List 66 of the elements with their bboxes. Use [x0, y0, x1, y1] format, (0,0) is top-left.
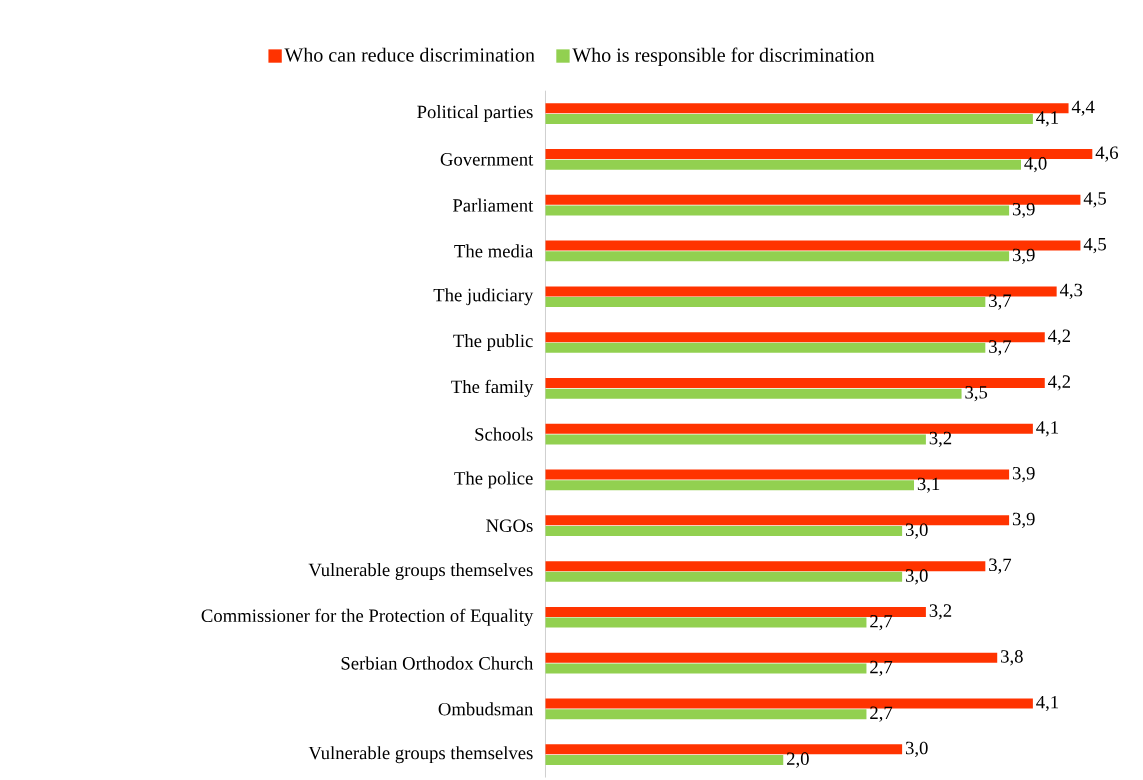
bar [545, 663, 867, 674]
y-tick-label: Political parties [417, 104, 533, 122]
data-label: 3,0 [905, 523, 928, 539]
data-label: 4,2 [1048, 329, 1071, 345]
data-label: 2,7 [870, 660, 893, 676]
data-label: 4,5 [1083, 192, 1106, 208]
bar [545, 606, 926, 617]
data-label: 2,7 [870, 614, 893, 631]
bar [545, 525, 903, 536]
data-label: 4,3 [1059, 283, 1083, 299]
data-label: 4,6 [1095, 146, 1119, 162]
y-tick-label: Vulnerable groups themselves [308, 746, 533, 764]
legend-label: Who can reduce discrimination [284, 47, 535, 62]
bar [545, 388, 962, 399]
data-label: 3,2 [929, 431, 952, 447]
y-tick-label: Vulnerable groups themselves [308, 562, 533, 580]
data-label: 3,7 [989, 294, 1012, 310]
bar [545, 709, 867, 720]
data-label: 3,0 [905, 569, 928, 585]
y-tick-label: NGOs [486, 519, 533, 532]
bar [545, 434, 926, 445]
y-tick-label: The police [454, 471, 533, 489]
bar [545, 480, 915, 491]
data-label: 3,7 [989, 340, 1012, 356]
legend-label: Who is responsible for discrimination [572, 47, 875, 66]
bar [545, 377, 1045, 388]
data-label: 4,1 [1036, 421, 1059, 437]
bar [545, 113, 1033, 124]
y-tick-label: Ombudsman [438, 702, 534, 716]
bar [545, 617, 867, 628]
bar [545, 205, 1010, 216]
data-label: 3,5 [965, 385, 988, 402]
y-tick-label: Serbian Orthodox Church [341, 656, 534, 670]
data-label: 3,9 [1012, 512, 1035, 528]
data-label: 2,0 [786, 752, 809, 768]
data-label: 3,9 [1012, 466, 1035, 483]
data-label: 3,2 [929, 604, 952, 620]
y-tick-label: The media [454, 244, 534, 258]
data-label: 3,1 [917, 477, 940, 493]
bar [545, 148, 1093, 159]
data-label: 4,0 [1024, 156, 1047, 173]
data-label: 4,1 [1036, 695, 1059, 712]
bar [545, 194, 1081, 205]
data-label: 3,7 [989, 558, 1012, 574]
data-label: 4,2 [1048, 375, 1071, 391]
bar [545, 251, 1010, 262]
y-tick-label: Commissioner for the Protection of Equality [201, 608, 534, 626]
data-label: 3,0 [905, 741, 928, 757]
data-label: 3,8 [1001, 649, 1023, 666]
y-tick-label: The public [453, 333, 533, 351]
data-label: 4,4 [1071, 100, 1095, 116]
bar [545, 571, 903, 582]
bar [545, 296, 986, 307]
bar [545, 159, 1021, 170]
y-tick-label: Parliament [452, 198, 534, 212]
bar [545, 754, 784, 765]
y-tick-label: The family [451, 379, 534, 397]
data-label: 4,1 [1036, 111, 1059, 127]
data-label: 4,5 [1083, 237, 1106, 254]
data-label: 2,7 [870, 706, 893, 722]
y-tick-label: Government [440, 152, 534, 166]
y-tick-label: Schools [475, 427, 533, 441]
data-label: 3,9 [1012, 248, 1035, 264]
data-label: 3,9 [1012, 202, 1035, 218]
bar [545, 342, 986, 353]
y-tick-label: The judiciary [433, 288, 534, 306]
